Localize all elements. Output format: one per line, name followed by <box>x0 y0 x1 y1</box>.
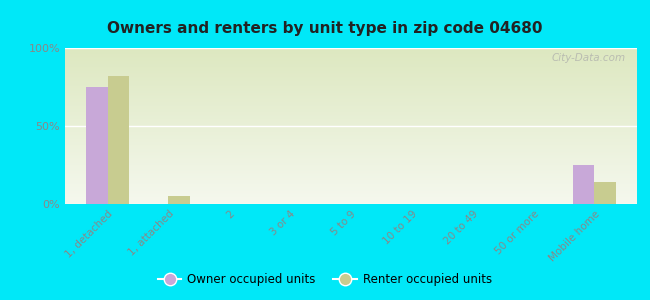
Bar <box>86 87 108 204</box>
Text: City-Data.com: City-Data.com <box>551 53 625 63</box>
Bar <box>594 182 616 204</box>
Bar <box>168 196 190 204</box>
Legend: Owner occupied units, Renter occupied units: Owner occupied units, Renter occupied un… <box>153 269 497 291</box>
Bar <box>573 165 594 204</box>
Bar <box>108 76 129 204</box>
Text: Owners and renters by unit type in zip code 04680: Owners and renters by unit type in zip c… <box>107 21 543 36</box>
